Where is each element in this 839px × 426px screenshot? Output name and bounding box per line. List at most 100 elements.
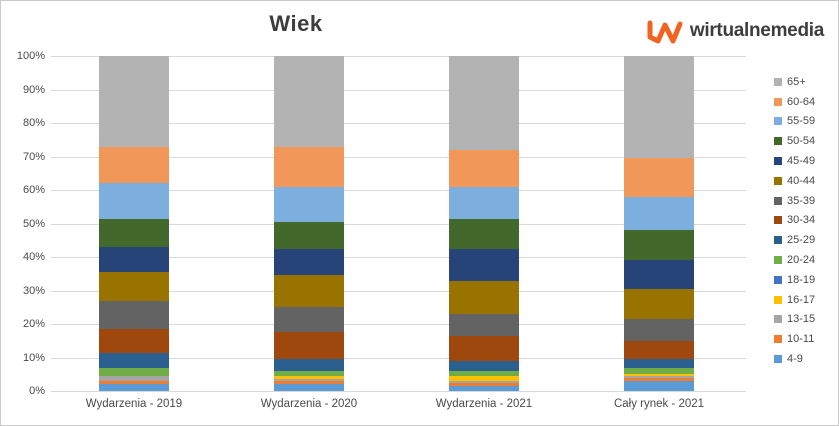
- legend-label: 40-44: [787, 174, 816, 187]
- legend-label: 55-59: [787, 115, 816, 128]
- legend-swatch-icon: [774, 335, 782, 344]
- legend-swatch-icon: [774, 176, 782, 185]
- segment-25-29: [99, 352, 169, 368]
- x-category-label: Cały rynek - 2021: [613, 398, 705, 410]
- legend-item-4-9: 4-9: [774, 349, 838, 369]
- segment-40-44: [624, 288, 694, 320]
- segment-10-11: [624, 377, 694, 381]
- segment-40-44: [274, 275, 344, 308]
- segment-16-17: [274, 375, 344, 380]
- segment-10-11: [449, 382, 519, 386]
- legend-label: 50-54: [787, 135, 816, 148]
- legend-swatch-icon: [774, 117, 782, 126]
- gridline: [51, 290, 746, 292]
- segment-35-39: [274, 307, 344, 333]
- y-tick-label: 80%: [22, 117, 45, 129]
- segment-25-29: [449, 360, 519, 371]
- segment-20-24: [99, 367, 169, 376]
- legend: 65+ 60-64 55-59 50-54 45-49 40-44 35-39 30-34 25…: [774, 72, 838, 369]
- bar-Cały rynek - 2021: [624, 56, 694, 391]
- segment-65+: [99, 56, 169, 147]
- legend-label: 13-15: [787, 313, 816, 326]
- y-tick-label: 90%: [22, 83, 45, 96]
- bar-Wydarzenia - 2021: [449, 56, 519, 391]
- legend-item-30-34: 30-34: [774, 211, 838, 231]
- x-category-label: Wydarzenia - 2020: [260, 398, 358, 410]
- segment-40-44: [449, 280, 519, 314]
- segment-60-64: [274, 146, 344, 187]
- x-axis: Wydarzenia - 2019 Wydarzenia - 2020 Wydarz…: [51, 398, 747, 416]
- bar-Wydarzenia - 2019: [99, 56, 169, 391]
- gridline: [51, 357, 746, 359]
- legend-item-50-54: 50-54: [774, 131, 838, 151]
- plot-area: [51, 56, 747, 392]
- gridline: [51, 89, 746, 91]
- segment-50-54: [274, 221, 344, 249]
- segment-45-49: [99, 247, 169, 273]
- segment-50-54: [99, 218, 169, 248]
- y-tick-label: 30%: [22, 284, 45, 297]
- segment-30-34: [274, 332, 344, 360]
- segment-55-59: [274, 186, 344, 222]
- bar-Wydarzenia - 2020: [274, 56, 344, 391]
- y-axis: 0% 10% 20% 30% 40% 50% 60% 70% 80% 90% 100%: [1, 50, 45, 397]
- legend-item-35-39: 35-39: [774, 191, 838, 211]
- segment-13-15: [274, 379, 344, 381]
- gridline: [51, 123, 746, 124]
- segment-4-9: [449, 385, 519, 391]
- legend-swatch-icon: [774, 315, 782, 324]
- segment-13-15: [449, 380, 519, 383]
- legend-label: 16-17: [787, 293, 816, 306]
- legend-label: 30-34: [787, 214, 816, 227]
- gridline: [51, 190, 746, 191]
- gridline: [51, 156, 746, 158]
- segment-30-34: [99, 329, 169, 353]
- segment-4-9: [274, 384, 344, 391]
- y-tick-label: 20%: [22, 318, 45, 330]
- legend-label: 10-11: [787, 333, 815, 346]
- y-tick-label: 60%: [22, 184, 45, 196]
- segment-20-24: [449, 370, 519, 376]
- gridline: [51, 391, 746, 392]
- y-tick-label: 0%: [29, 385, 45, 397]
- legend-item-45-49: 45-49: [774, 151, 838, 171]
- x-category-label: Wydarzenia - 2019: [85, 398, 183, 410]
- gridline: [51, 324, 746, 325]
- legend-item-20-24: 20-24: [774, 250, 838, 270]
- segment-10-11: [99, 380, 169, 385]
- segment-65+: [274, 56, 344, 147]
- wirtualnemedia-logo: wirtualnemedia: [646, 17, 824, 45]
- segment-55-59: [99, 183, 169, 219]
- segment-60-64: [624, 158, 694, 197]
- segment-35-39: [624, 319, 694, 341]
- legend-label: 25-29: [787, 234, 816, 247]
- legend-item-16-17: 16-17: [774, 290, 838, 310]
- segment-60-64: [99, 146, 169, 184]
- legend-item-25-29: 25-29: [774, 230, 838, 250]
- segment-13-15: [624, 375, 694, 378]
- legend-swatch-icon: [774, 275, 782, 284]
- legend-swatch-icon: [774, 256, 782, 265]
- legend-swatch-icon: [774, 236, 782, 245]
- legend-swatch-icon: [774, 196, 782, 205]
- segment-10-11: [274, 380, 344, 385]
- legend-swatch-icon: [774, 97, 782, 106]
- legend-item-10-11: 10-11: [774, 329, 838, 349]
- legend-item-13-15: 13-15: [774, 310, 838, 330]
- gridline: [51, 257, 746, 258]
- segment-45-49: [274, 248, 344, 276]
- segment-16-17: [624, 374, 694, 376]
- legend-swatch-icon: [774, 216, 782, 225]
- segment-30-34: [624, 340, 694, 360]
- legend-item-65+: 65+: [774, 72, 838, 92]
- segment-55-59: [624, 196, 694, 231]
- legend-label: 20-24: [787, 254, 816, 267]
- legend-swatch-icon: [774, 295, 782, 304]
- legend-label: 4-9: [787, 353, 803, 366]
- segment-13-15: [99, 375, 169, 381]
- segment-40-44: [99, 272, 169, 301]
- y-tick-label: 10%: [22, 351, 45, 364]
- legend-swatch-icon: [774, 77, 782, 86]
- legend-label: 45-49: [787, 155, 816, 168]
